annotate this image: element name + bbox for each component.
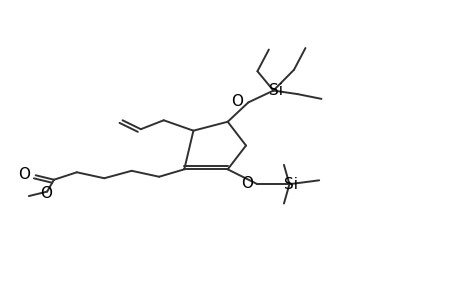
Text: Si: Si [283,177,297,192]
Text: O: O [40,186,52,201]
Text: O: O [241,176,253,191]
Text: O: O [18,167,30,182]
Text: Si: Si [268,83,282,98]
Text: O: O [230,94,242,109]
